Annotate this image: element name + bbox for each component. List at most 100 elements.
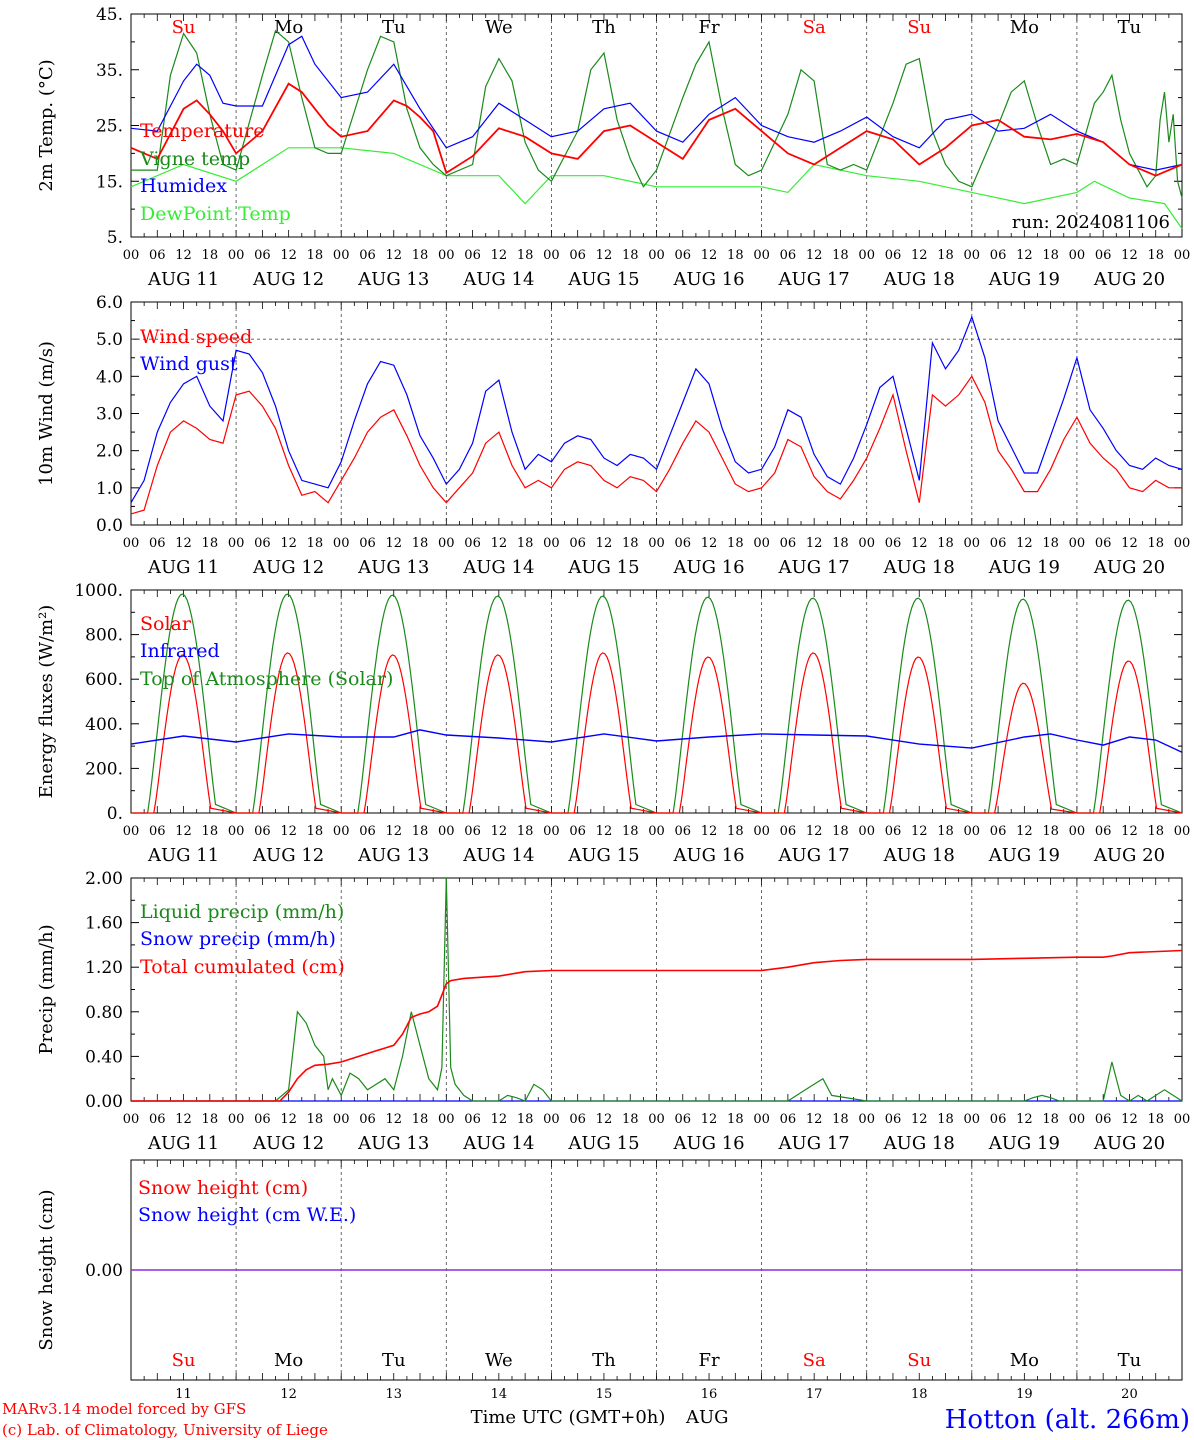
x-hour-label: 12 <box>806 248 823 263</box>
x-date-label: AUG 18 <box>883 845 955 866</box>
x-hour-label: 12 <box>1016 824 1033 839</box>
x-date-label: AUG 15 <box>567 557 639 578</box>
x-date-label: AUG 12 <box>252 1133 324 1154</box>
weekday-label: Fr <box>699 1350 720 1371</box>
x-hour-label: 00 <box>1174 536 1191 551</box>
x-hour-label: 12 <box>1016 248 1033 263</box>
x-hour-label: 12 <box>701 536 718 551</box>
station-label: Hotton (alt. 266m) <box>945 1405 1190 1435</box>
day-number: 14 <box>491 1387 508 1402</box>
x-hour-label: 06 <box>780 1112 797 1127</box>
x-hour-label: 18 <box>937 1112 954 1127</box>
x-hour-label: 18 <box>622 824 639 839</box>
x-hour-label: 12 <box>806 1112 823 1127</box>
day-number: 12 <box>280 1387 297 1402</box>
x-hour-label: 18 <box>937 536 954 551</box>
x-hour-label: 06 <box>359 1112 376 1127</box>
y-tick-label: 0.0 <box>96 516 123 536</box>
x-hour-label: 12 <box>701 248 718 263</box>
x-hour-label: 06 <box>1095 1112 1112 1127</box>
weekday-label: Th <box>592 17 616 38</box>
y-axis-title: 10m Wind (m/s) <box>36 341 57 486</box>
x-date-label: AUG 19 <box>988 269 1060 290</box>
x-date-label: AUG 13 <box>357 845 429 866</box>
x-hour-label: 00 <box>753 536 770 551</box>
x-hour-label: 06 <box>780 248 797 263</box>
day-number: 11 <box>175 1387 192 1402</box>
x-hour-label: 06 <box>780 824 797 839</box>
x-hour-label: 00 <box>123 1112 140 1127</box>
x-date-label: AUG 17 <box>778 557 850 578</box>
x-hour-label: 18 <box>202 536 219 551</box>
x-hour-label: 00 <box>964 1112 981 1127</box>
x-date-label: AUG 13 <box>357 557 429 578</box>
x-hour-label: 12 <box>491 248 508 263</box>
panel-1: 5. 15. 25. 35. 45. 2m Temp. (°C) 00 06 12 18 AUG 1… <box>36 5 1190 290</box>
x-hour-label: 00 <box>333 824 350 839</box>
x-hour-label: 12 <box>701 1112 718 1127</box>
y-tick-label: 0.00 <box>85 1261 123 1281</box>
x-hour-label: 06 <box>149 248 166 263</box>
x-hour-label: 00 <box>438 536 455 551</box>
x-hour-label: 06 <box>464 248 481 263</box>
weekday-label: Su <box>172 1350 196 1371</box>
x-hour-label: 12 <box>1121 536 1138 551</box>
x-hour-label: 18 <box>517 1112 534 1127</box>
x-hour-label: 00 <box>964 536 981 551</box>
x-hour-label: 00 <box>1174 1112 1191 1127</box>
x-hour-label: 06 <box>885 1112 902 1127</box>
weekday-label: Tu <box>382 1350 406 1371</box>
model-credit: MARv3.14 model forced by GFS <box>2 1400 246 1418</box>
weekday-label: We <box>485 17 513 38</box>
x-hour-label: 18 <box>832 1112 849 1127</box>
weekday-label: Mo <box>274 1350 303 1371</box>
x-hour-label: 06 <box>990 824 1007 839</box>
x-hour-label: 12 <box>1016 536 1033 551</box>
legend-entry: Humidex <box>140 175 227 197</box>
y-tick-label: 2.00 <box>85 869 123 889</box>
legend-entry: Top of Atmosphere (Solar) <box>140 668 393 690</box>
legend-entry: Snow height (cm W.E.) <box>138 1204 356 1226</box>
y-axis-title: Snow height (cm) <box>36 1189 57 1350</box>
x-hour-label: 18 <box>412 824 429 839</box>
x-date-label: AUG 18 <box>883 557 955 578</box>
x-hour-label: 12 <box>911 1112 928 1127</box>
y-tick-label: 25. <box>96 117 123 137</box>
panel-2: 0.0 1.0 2.0 3.0 4.0 5.0 6.0 10m Wind (m/s) 00 06 1… <box>36 293 1190 578</box>
x-hour-label: 06 <box>464 1112 481 1127</box>
y-tick-label: 45. <box>96 5 123 25</box>
x-hour-label: 00 <box>228 824 245 839</box>
y-tick-label: 800. <box>85 626 123 646</box>
x-date-label: AUG 17 <box>778 1133 850 1154</box>
x-hour-label: 12 <box>385 1112 402 1127</box>
x-hour-label: 12 <box>596 248 613 263</box>
x-hour-label: 12 <box>280 1112 297 1127</box>
x-hour-label: 06 <box>359 248 376 263</box>
x-hour-label: 18 <box>517 248 534 263</box>
x-date-label: AUG 11 <box>147 557 219 578</box>
x-hour-label: 18 <box>517 536 534 551</box>
x-date-label: AUG 18 <box>883 1133 955 1154</box>
x-hour-label: 12 <box>1121 1112 1138 1127</box>
x-hour-label: 12 <box>1121 824 1138 839</box>
weekday-label: Mo <box>1010 1350 1039 1371</box>
x-date-label: AUG 13 <box>357 269 429 290</box>
x-hour-label: 06 <box>990 1112 1007 1127</box>
day-number: 19 <box>1016 1387 1033 1402</box>
x-hour-label: 12 <box>806 824 823 839</box>
series-line <box>131 877 1183 1102</box>
x-hour-label: 12 <box>385 248 402 263</box>
x-hour-label: 06 <box>254 1112 271 1127</box>
x-hour-label: 12 <box>385 824 402 839</box>
x-hour-label: 00 <box>333 536 350 551</box>
x-hour-label: 12 <box>1121 248 1138 263</box>
x-date-label: AUG 19 <box>988 557 1060 578</box>
x-date-label: AUG 15 <box>567 1133 639 1154</box>
weekday-label: Tu <box>1118 1350 1142 1371</box>
day-number: 13 <box>385 1387 402 1402</box>
y-tick-label: 600. <box>85 670 123 690</box>
series-line <box>130 375 1182 515</box>
y-axis-title: 2m Temp. (°C) <box>36 59 57 191</box>
y-tick-label: 0.00 <box>85 1092 123 1112</box>
x-hour-label: 12 <box>491 1112 508 1127</box>
